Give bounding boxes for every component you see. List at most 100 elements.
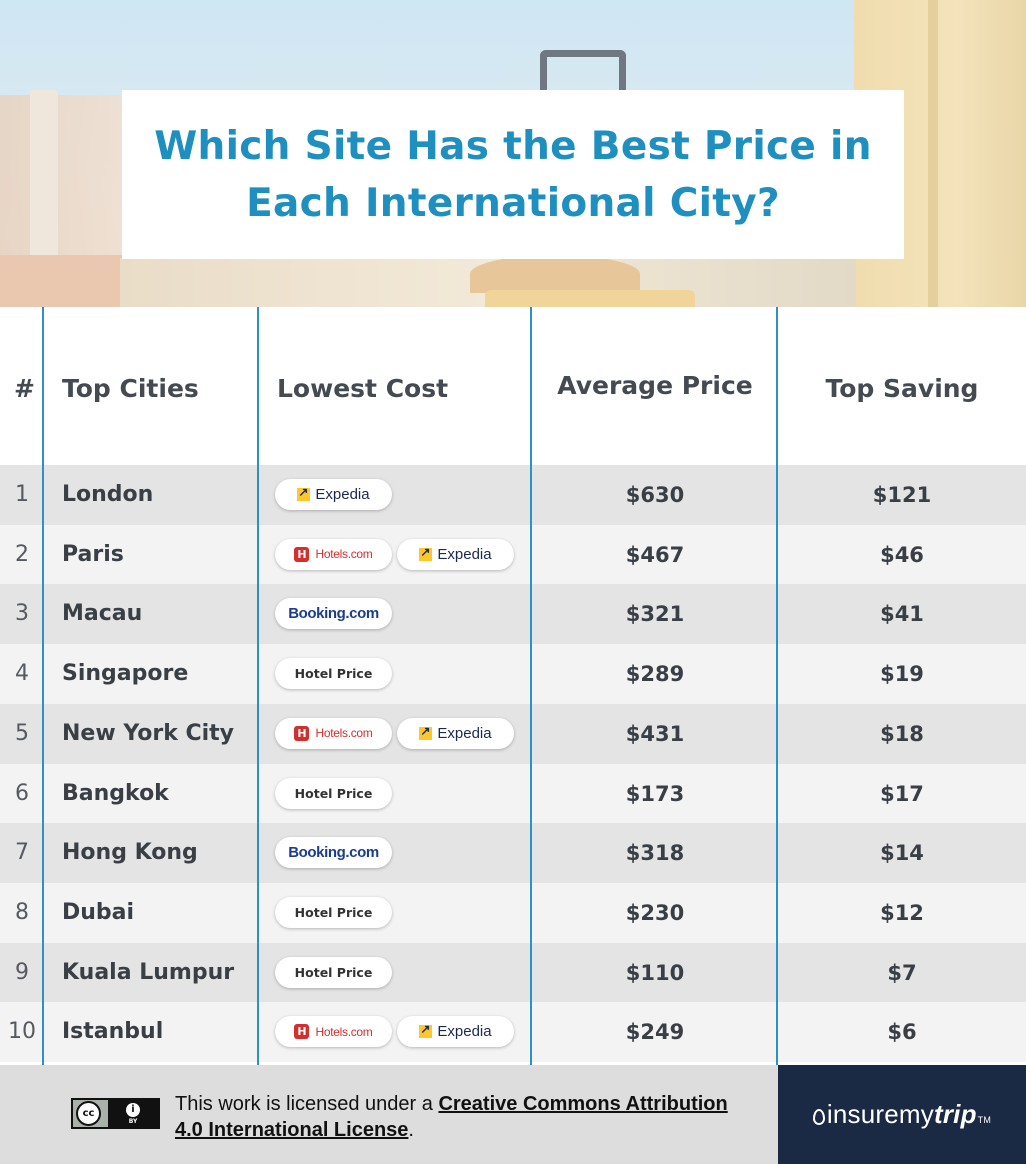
row-city: Istanbul — [62, 1019, 164, 1045]
row-rank: 6 — [15, 780, 29, 806]
row-top-saving: $17 — [880, 781, 924, 806]
cc-icon: cc — [76, 1101, 101, 1126]
license-link[interactable]: Creative Commons Attribution 4.0 Interna… — [175, 1093, 728, 1141]
expedia-logo-icon — [297, 485, 311, 501]
site-name: Hotels.com — [315, 1024, 373, 1039]
table-row: 6 Bangkok Hotel Price $173 $17 — [0, 763, 1026, 824]
row-top-saving: $18 — [880, 721, 924, 746]
insuremytrip-logo[interactable]: insuremy trip TM — [812, 1099, 992, 1130]
site-name: Expedia — [437, 1023, 492, 1041]
site-badge: Hotel Price — [275, 777, 392, 809]
row-top-saving: $121 — [872, 483, 932, 507]
suitcase-illustration — [485, 290, 695, 307]
row-lowest-cost-sites: H Hotels.com Expedia — [275, 717, 514, 750]
license-suffix: . — [408, 1119, 414, 1141]
brand-bold: trip — [933, 1099, 977, 1129]
row-rank: 2 — [15, 541, 29, 567]
table-row: 7 Hong Kong Booking.com $318 $14 — [0, 823, 1026, 884]
table-row: 5 New York City H Hotels.com Expedia $431 $18 — [0, 703, 1026, 764]
row-rank: 5 — [15, 720, 29, 746]
site-badge: Expedia — [397, 717, 514, 749]
site-badge: H Hotels.com — [275, 1016, 392, 1048]
row-lowest-cost-sites: Booking.com — [275, 837, 392, 869]
table-row: 4 Singapore Hotel Price $289 $19 — [0, 644, 1026, 705]
row-city: New York City — [62, 720, 235, 746]
site-name: Hotel Price — [294, 964, 373, 980]
trademark: TM — [977, 1115, 992, 1125]
site-name: Hotel Price — [294, 666, 373, 682]
row-top-saving: $6 — [887, 1020, 917, 1045]
hotels-com-logo-icon: H — [294, 546, 310, 562]
table-header: # Top Cities Lowest Cost Average Price T… — [0, 307, 1026, 465]
creative-commons-badge[interactable]: cc i BY — [71, 1098, 160, 1129]
row-city: Paris — [62, 541, 124, 567]
site-name: Hotel Price — [294, 785, 373, 801]
row-city: London — [62, 482, 154, 507]
site-badge: H Hotels.com — [275, 538, 392, 570]
row-lowest-cost-sites: Expedia — [275, 479, 392, 511]
header-top-saving: Top Saving — [825, 374, 979, 403]
suitcase-handle-illustration — [540, 50, 626, 95]
site-badge: H Hotels.com — [275, 717, 392, 749]
page-title: Which Site Has the Best Price in Each In… — [154, 123, 872, 226]
site-name: Hotels.com — [315, 726, 373, 741]
table-row: 8 Dubai Hotel Price $230 $12 — [0, 882, 1026, 943]
column-divider — [257, 307, 259, 1065]
row-rank: 8 — [15, 899, 29, 925]
license-prefix: This work is licensed under a — [175, 1093, 439, 1115]
table-row: 3 Macau Booking.com $321 $41 — [0, 584, 1026, 645]
site-badge: Hotel Price — [275, 658, 392, 690]
title-card: Which Site Has the Best Price in Each In… — [122, 90, 904, 259]
brand-regular: insuremy — [826, 1099, 934, 1129]
row-city: Macau — [62, 601, 143, 627]
row-lowest-cost-sites: Hotel Price — [275, 956, 392, 989]
site-name: Expedia — [437, 724, 492, 742]
row-lowest-cost-sites: H Hotels.com Expedia — [275, 538, 514, 571]
row-average-price: $173 — [625, 781, 685, 806]
row-city: Kuala Lumpur — [62, 959, 235, 985]
row-top-saving: $46 — [880, 542, 924, 567]
hotels-com-logo-icon: H — [294, 725, 310, 741]
background-wall-edge — [928, 0, 938, 307]
row-lowest-cost-sites: Hotel Price — [275, 896, 392, 929]
header-rank: # — [14, 374, 35, 403]
site-name: Hotels.com — [315, 547, 373, 562]
row-average-price: $230 — [625, 900, 685, 925]
site-name: Expedia — [437, 545, 492, 563]
column-divider — [776, 307, 778, 1065]
hotels-com-logo-icon: H — [294, 1024, 310, 1040]
row-city: Dubai — [62, 899, 135, 925]
table-row: 2 Paris H Hotels.com Expedia $467 $46 — [0, 524, 1026, 585]
footer-license-panel: cc i BY This work is licensed under a Cr… — [0, 1065, 778, 1164]
row-top-saving: $41 — [880, 602, 924, 627]
row-average-price: $249 — [625, 1020, 685, 1045]
row-average-price: $289 — [625, 662, 685, 687]
expedia-logo-icon — [419, 545, 433, 561]
license-text: This work is licensed under a Creative C… — [175, 1091, 735, 1143]
row-lowest-cost-sites: Booking.com — [275, 598, 392, 630]
expedia-logo-icon — [419, 1022, 433, 1039]
straw-hat-illustration — [470, 255, 640, 293]
row-lowest-cost-sites: Hotel Price — [275, 777, 392, 810]
expedia-logo-icon — [419, 724, 433, 740]
row-rank: 3 — [15, 601, 29, 627]
site-badge: Booking.com — [275, 837, 392, 869]
row-lowest-cost-sites: H Hotels.com Expedia — [275, 1016, 514, 1048]
row-city: Bangkok — [62, 780, 169, 806]
row-lowest-cost-sites: Hotel Price — [275, 658, 392, 690]
row-top-saving: $19 — [880, 662, 924, 687]
background-tower — [30, 90, 58, 260]
row-average-price: $318 — [625, 841, 685, 866]
row-rank: 1 — [15, 482, 29, 507]
row-top-saving: $14 — [880, 841, 924, 866]
header-average-price: Average Price — [557, 371, 753, 400]
location-pin-icon — [812, 1109, 825, 1125]
site-badge: Hotel Price — [275, 896, 392, 928]
header-city: Top Cities — [62, 374, 199, 403]
row-average-price: $110 — [625, 960, 685, 985]
site-badge: Expedia — [397, 1016, 514, 1048]
site-badge: Booking.com — [275, 598, 392, 630]
row-rank: 4 — [15, 661, 29, 687]
header-lowest-cost: Lowest Cost — [277, 374, 449, 403]
row-average-price: $467 — [625, 542, 685, 567]
